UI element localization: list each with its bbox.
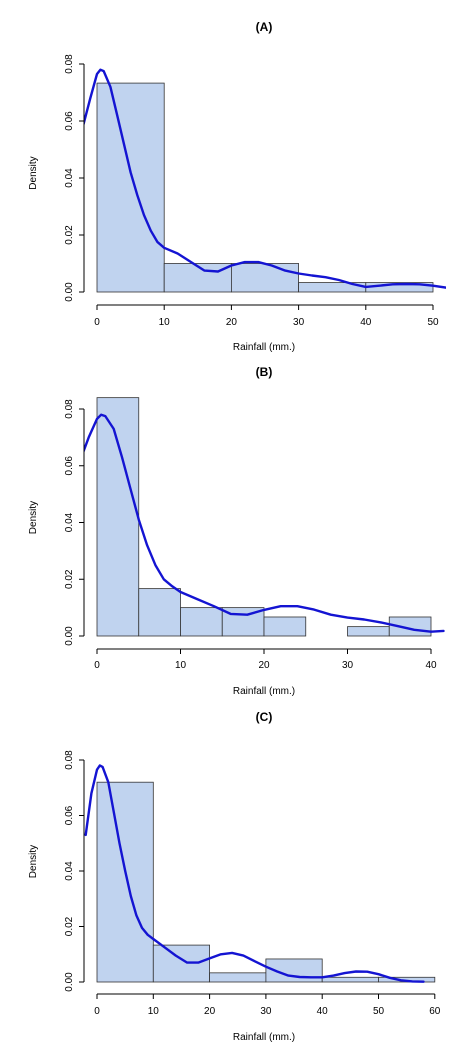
y-tick-label: 0.02 bbox=[64, 225, 75, 245]
histogram-bars bbox=[96, 397, 432, 637]
y-tick-label: 0.08 bbox=[64, 399, 75, 419]
x-tick-label: 50 bbox=[373, 1006, 385, 1017]
y-tick-label: 0.00 bbox=[64, 626, 75, 646]
x-tick-label: 0 bbox=[94, 1006, 100, 1017]
density-curve bbox=[84, 68, 446, 289]
chart-title: (B) bbox=[256, 365, 273, 379]
histogram-bar bbox=[96, 82, 165, 293]
y-tick-label: 0.04 bbox=[64, 168, 75, 188]
x-tick-label: 10 bbox=[148, 1006, 160, 1017]
x-axis-title: Rainfall (mm.) bbox=[233, 1032, 295, 1043]
density-curve bbox=[84, 764, 425, 983]
x-tick-label: 0 bbox=[94, 660, 100, 671]
histogram-bar bbox=[180, 607, 223, 637]
y-tick-label: 0.04 bbox=[64, 861, 75, 881]
histogram-panel-b: (B) 0.00 0.02 0.04 0.06 0.08 0 10 20 30 40 Rainfall… bbox=[28, 365, 445, 697]
y-axis-title: Density bbox=[28, 156, 39, 189]
histogram-bar bbox=[230, 263, 299, 293]
y-tick-label: 0.06 bbox=[64, 111, 75, 131]
x-tick-label: 40 bbox=[425, 660, 437, 671]
histogram-bars bbox=[96, 781, 436, 983]
x-tick-label: 40 bbox=[317, 1006, 329, 1017]
x-tick-label: 50 bbox=[427, 317, 439, 328]
x-axis-title: Rainfall (mm.) bbox=[233, 686, 295, 697]
y-tick-label: 0.06 bbox=[64, 456, 75, 476]
y-tick-label: 0.02 bbox=[64, 916, 75, 936]
histogram-panel-c: (C) 0.00 0.02 0.04 0.06 0.08 0 10 20 30 40 50 60 Rain… bbox=[28, 710, 441, 1043]
histogram-bar bbox=[152, 944, 211, 983]
x-tick-label: 30 bbox=[293, 317, 305, 328]
y-tick-label: 0.06 bbox=[64, 805, 75, 825]
histogram-bar bbox=[209, 972, 267, 983]
histogram-bar bbox=[321, 976, 379, 983]
x-tick-label: 40 bbox=[360, 317, 372, 328]
histogram-bar bbox=[138, 588, 181, 637]
x-tick-label: 30 bbox=[260, 1006, 272, 1017]
chart-title: (A) bbox=[256, 20, 273, 34]
chart-title: (C) bbox=[256, 710, 273, 724]
histogram-bar bbox=[263, 616, 307, 637]
x-tick-label: 60 bbox=[429, 1006, 441, 1017]
y-tick-label: 0.02 bbox=[64, 569, 75, 589]
x-tick-label: 20 bbox=[258, 660, 270, 671]
histogram-bar bbox=[96, 397, 140, 637]
x-tick-label: 10 bbox=[175, 660, 187, 671]
x-tick-label: 0 bbox=[94, 317, 100, 328]
y-tick-label: 0.08 bbox=[64, 750, 75, 770]
y-tick-label: 0.04 bbox=[64, 512, 75, 532]
y-axis-title: Density bbox=[28, 501, 39, 534]
x-axis-title: Rainfall (mm.) bbox=[233, 342, 295, 353]
x-tick-label: 10 bbox=[159, 317, 171, 328]
y-tick-label: 0.08 bbox=[64, 54, 75, 74]
histogram-bar bbox=[96, 781, 154, 983]
x-tick-label: 30 bbox=[342, 660, 354, 671]
y-tick-label: 0.00 bbox=[64, 972, 75, 992]
histogram-panel-a: (A) 0.00 0.02 0.04 0.06 0.08 0 10 20 30 40 50 Rainfa… bbox=[28, 20, 446, 353]
y-axis-title: Density bbox=[28, 845, 39, 878]
histogram-bars bbox=[96, 82, 434, 293]
x-tick-label: 20 bbox=[226, 317, 238, 328]
histogram-bar bbox=[347, 626, 390, 637]
histogram-bar bbox=[163, 263, 232, 293]
y-tick-label: 0.00 bbox=[64, 282, 75, 302]
density-curve bbox=[84, 413, 445, 633]
x-tick-label: 20 bbox=[204, 1006, 216, 1017]
